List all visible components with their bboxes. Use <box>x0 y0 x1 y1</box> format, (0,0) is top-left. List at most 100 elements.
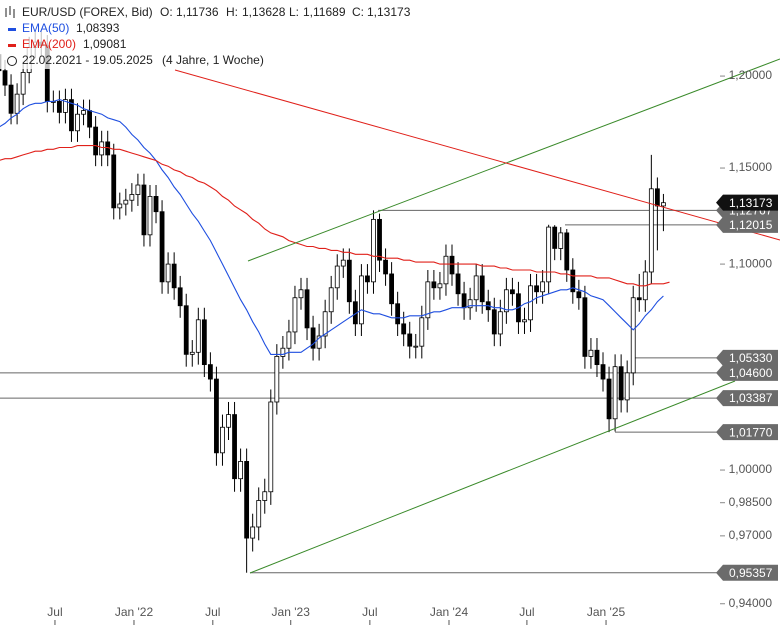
period-note: (4 Jahre, 1 Woche) <box>162 53 264 67</box>
candle-body <box>503 289 509 313</box>
clock-icon <box>7 56 17 66</box>
candle-body <box>274 355 280 403</box>
candle-body <box>111 154 117 209</box>
candle-body <box>389 273 395 305</box>
candle-body <box>425 281 431 319</box>
candle-body <box>395 303 401 325</box>
trend-line <box>247 58 780 262</box>
legend-swatch <box>8 44 16 47</box>
candle-body <box>159 211 165 283</box>
ohlc-value: 1,11689 <box>303 5 346 19</box>
candle-body <box>618 366 624 401</box>
candle-body <box>117 203 123 209</box>
candle-body <box>552 226 558 249</box>
candle-body <box>346 259 352 303</box>
trend-line <box>249 380 736 574</box>
candle-body <box>135 184 141 195</box>
candle-body <box>129 194 135 201</box>
candle-body <box>473 275 479 301</box>
candle-body <box>558 232 564 249</box>
level-label: 1,05330 <box>729 351 773 365</box>
candle-body <box>461 293 467 309</box>
level-tag <box>716 194 778 211</box>
candle-body <box>201 319 207 366</box>
candle-body <box>8 84 14 114</box>
candle-body <box>624 372 630 401</box>
level-label: 1,01770 <box>729 425 773 439</box>
candle-body <box>534 285 539 293</box>
level-label: 1,04600 <box>729 366 773 380</box>
candle-body <box>358 275 364 325</box>
y-tick-label: 1,20000 <box>729 68 773 82</box>
candle-body <box>401 323 407 335</box>
candle-body <box>467 299 473 309</box>
candle-body <box>455 273 461 295</box>
candle-body <box>75 113 80 132</box>
candle-body <box>316 335 322 349</box>
candle-body <box>630 297 636 374</box>
overlay: 1,20000 1,15000 1,10000 1,00000 0,98500 0,970… <box>47 68 778 619</box>
ohlc-value: 1,11736 <box>176 5 219 19</box>
candle-body <box>419 317 425 347</box>
candle-body <box>588 349 594 357</box>
candle-body <box>14 93 20 114</box>
candle-body <box>528 285 533 321</box>
candle-body <box>56 101 62 113</box>
x-tick-label: Jan '25 <box>587 605 626 619</box>
x-tick-label: Jan '24 <box>430 605 469 619</box>
candle-body <box>407 333 413 347</box>
candle-body <box>81 110 86 115</box>
legend-value: 1,08393 <box>76 21 120 35</box>
candle-body <box>20 72 26 95</box>
candle-body <box>123 199 129 205</box>
ohlc-key: O: <box>160 5 173 19</box>
candle-body <box>69 99 74 132</box>
x-tick-label: Jul <box>519 605 534 619</box>
ohlc-key: H: <box>226 5 238 19</box>
candle-body <box>328 287 334 313</box>
candle-body <box>195 319 201 353</box>
candle-body <box>582 297 588 357</box>
candle-body <box>226 414 231 428</box>
ohlc-key: L: <box>289 5 299 19</box>
legend-label: EMA(50) <box>22 21 69 35</box>
candle-body <box>431 281 437 289</box>
candle-body <box>87 110 92 128</box>
y-tick-label: 0,94000 <box>729 596 773 610</box>
candle-body <box>304 289 310 329</box>
candle-body <box>648 188 654 273</box>
y-tick-label: 0,97000 <box>729 528 773 542</box>
candle-body <box>437 283 443 289</box>
ema-line <box>0 145 670 287</box>
candle-body <box>153 196 159 213</box>
candle-body <box>413 345 419 348</box>
candle-body <box>93 126 99 156</box>
candle-body <box>612 366 618 420</box>
candle-body <box>443 255 449 285</box>
period: 22.02.2021 - 19.05.2025 <box>22 53 153 67</box>
candle-body <box>298 289 304 299</box>
icon <box>5 6 15 18</box>
candle-body <box>147 196 153 236</box>
level-tag <box>716 390 778 407</box>
candle-body <box>377 218 382 261</box>
candle-body <box>165 263 171 283</box>
plot <box>0 31 725 625</box>
level-tag <box>716 424 778 441</box>
candle-body <box>449 255 455 275</box>
y-tick-label: 0,98500 <box>729 495 773 509</box>
x-tick-label: Jul <box>47 605 62 619</box>
y-tick-label: 1,10000 <box>729 256 773 270</box>
candle-body <box>600 364 606 380</box>
legend-value: 1,09081 <box>83 37 127 51</box>
ohlc-value: 1,13173 <box>367 5 411 19</box>
legend-label: EMA(200) <box>22 37 76 51</box>
candle-body <box>286 331 292 349</box>
x-tick-label: Jan '22 <box>115 605 154 619</box>
candle-body <box>183 305 189 355</box>
candle-body <box>334 265 340 289</box>
level-label: 1,12015 <box>729 218 773 232</box>
candle-body <box>322 311 328 337</box>
candle-body <box>292 297 298 333</box>
